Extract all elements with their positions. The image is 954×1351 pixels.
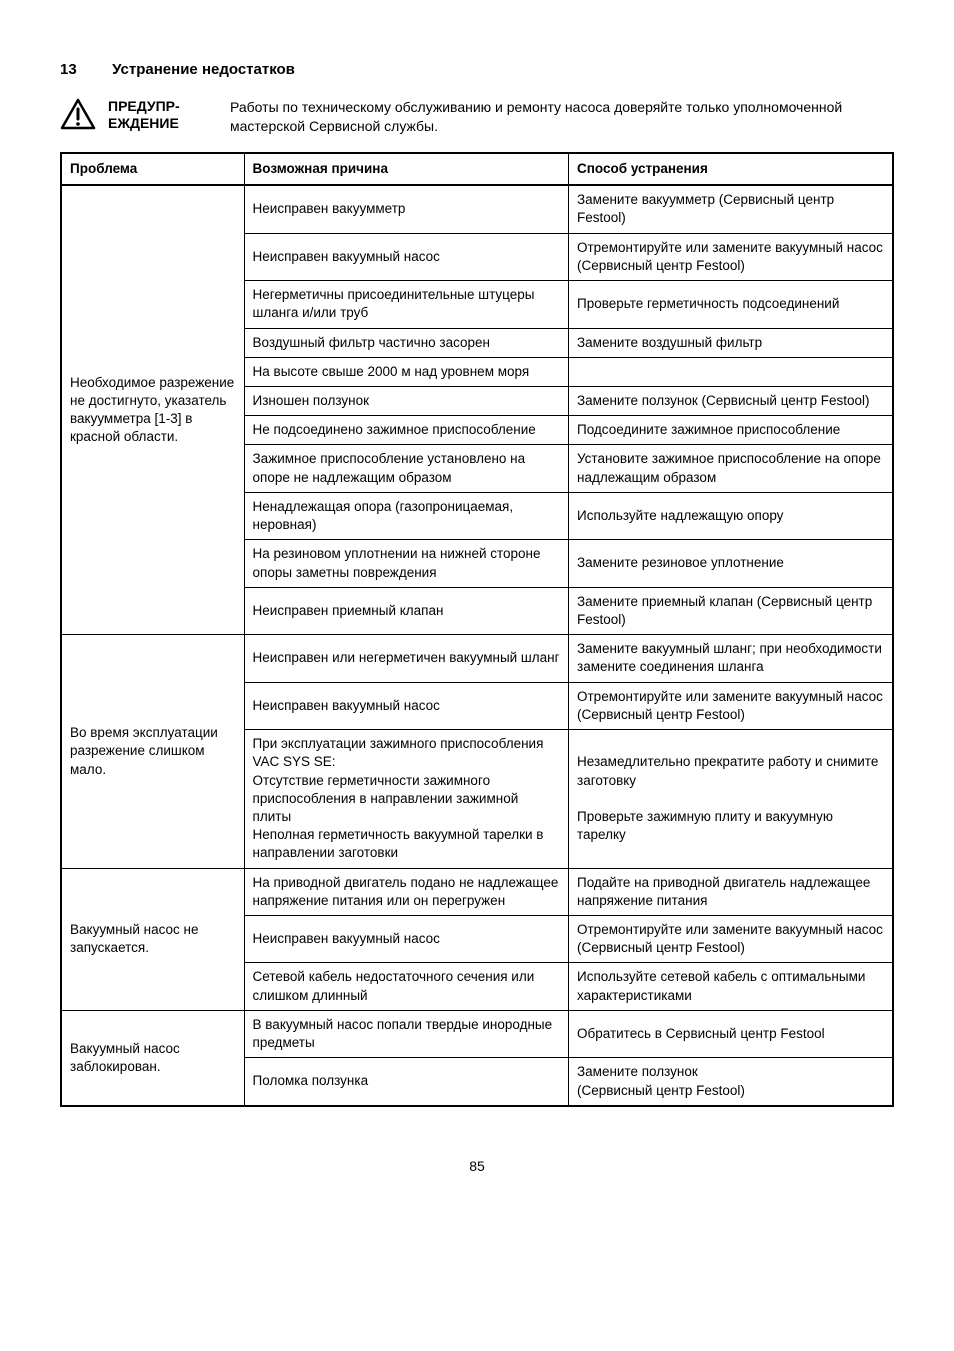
- cell-problem: Вакуумный насос заблокирован.: [61, 1010, 244, 1105]
- cell-fix: Проверьте герметичность подсоединений: [569, 281, 894, 328]
- troubleshooting-table: Проблема Возможная причина Способ устран…: [60, 152, 894, 1107]
- cell-fix: Замените вакуумный шланг; при необходимо…: [569, 635, 894, 682]
- cell-fix: Замените воздушный фильтр: [569, 328, 894, 357]
- warning-text: Работы по техническому обслуживанию и ре…: [230, 98, 894, 136]
- header-cause: Возможная причина: [244, 153, 568, 185]
- cell-problem: Необходимое разрежение не достигнуто, ук…: [61, 185, 244, 634]
- cell-cause: Воздушный фильтр частично засорен: [244, 328, 568, 357]
- cell-cause: Ненадлежащая опора (газопроницаемая, нер…: [244, 492, 568, 539]
- cell-cause: Сетевой кабель недостаточного сечения ил…: [244, 963, 568, 1010]
- cell-cause: На резиновом уплотнении на нижней сторон…: [244, 540, 568, 587]
- cell-problem: Вакуумный насос не запускается.: [61, 868, 244, 1010]
- cell-cause: В вакуумный насос попали твердые инородн…: [244, 1010, 568, 1057]
- cell-fix: [569, 357, 894, 386]
- warning-block: ПРЕДУПР- ЕЖДЕНИЕ Работы по техническому …: [60, 98, 894, 136]
- warning-label-line1: ПРЕДУПР-: [108, 98, 180, 114]
- warning-label-line2: ЕЖДЕНИЕ: [108, 115, 179, 131]
- cell-cause: Негерметичны присоединительные штуцеры ш…: [244, 281, 568, 328]
- cell-fix: Замените ползунок (Сервисный центр Festo…: [569, 387, 894, 416]
- cell-fix: Используйте сетевой кабель с оптимальным…: [569, 963, 894, 1010]
- cell-fix: Используйте надлежащую опору: [569, 492, 894, 539]
- section-header: 13 Устранение недостатков: [60, 60, 894, 80]
- cell-cause: Зажимное приспособление установлено на о…: [244, 445, 568, 492]
- section-number: 13: [60, 60, 108, 80]
- cell-cause: Изношен ползунок: [244, 387, 568, 416]
- cell-fix: Отремонтируйте или замените вакуумный на…: [569, 233, 894, 280]
- cell-cause: Неисправен вакуумный насос: [244, 916, 568, 963]
- warning-label: ПРЕДУПР- ЕЖДЕНИЕ: [108, 98, 218, 132]
- cell-cause: Неисправен или негерметичен вакуумный шл…: [244, 635, 568, 682]
- header-problem: Проблема: [61, 153, 244, 185]
- cell-cause: Неисправен вакуумный насос: [244, 233, 568, 280]
- cell-fix: Установите зажимное приспособление на оп…: [569, 445, 894, 492]
- page-number: 85: [60, 1157, 894, 1176]
- cell-cause: На приводной двигатель подано не надлежа…: [244, 868, 568, 915]
- table-header-row: Проблема Возможная причина Способ устран…: [61, 153, 893, 185]
- cell-fix: Подсоедините зажимное приспособление: [569, 416, 894, 445]
- cell-fix: Замените вакуумметр (Сервисный центр Fes…: [569, 185, 894, 233]
- table-row: Вакуумный насос заблокирован.В вакуумный…: [61, 1010, 893, 1057]
- header-fix: Способ устранения: [569, 153, 894, 185]
- cell-cause: Не подсоединено зажимное приспособление: [244, 416, 568, 445]
- table-row: Необходимое разрежение не достигнуто, ук…: [61, 185, 893, 233]
- cell-fix: Обратитесь в Сервисный центр Festool: [569, 1010, 894, 1057]
- table-row: Вакуумный насос не запускается.На привод…: [61, 868, 893, 915]
- cell-cause: Неисправен вакуумметр: [244, 185, 568, 233]
- cell-cause: Неисправен приемный клапан: [244, 587, 568, 634]
- cell-fix: Подайте на приводной двигатель надлежаще…: [569, 868, 894, 915]
- cell-fix: Замените резиновое уплотнение: [569, 540, 894, 587]
- cell-cause: Неисправен вакуумный насос: [244, 682, 568, 729]
- cell-fix: Незамедлительно прекратите работу и сним…: [569, 730, 894, 869]
- cell-cause: Поломка ползунка: [244, 1058, 568, 1106]
- section-title: Устранение недостатков: [112, 61, 295, 78]
- cell-problem: Во время эксплуатации разрежение слишком…: [61, 635, 244, 868]
- cell-fix: Замените ползунок (Сервисный центр Festo…: [569, 1058, 894, 1106]
- warning-icon: [60, 98, 96, 130]
- cell-fix: Отремонтируйте или замените вакуумный на…: [569, 682, 894, 729]
- cell-cause: При эксплуатации зажимного приспособлени…: [244, 730, 568, 869]
- cell-fix: Отремонтируйте или замените вакуумный на…: [569, 916, 894, 963]
- cell-cause: На высоте свыше 2000 м над уровнем моря: [244, 357, 568, 386]
- table-row: Во время эксплуатации разрежение слишком…: [61, 635, 893, 682]
- cell-fix: Замените приемный клапан (Сервисный цент…: [569, 587, 894, 634]
